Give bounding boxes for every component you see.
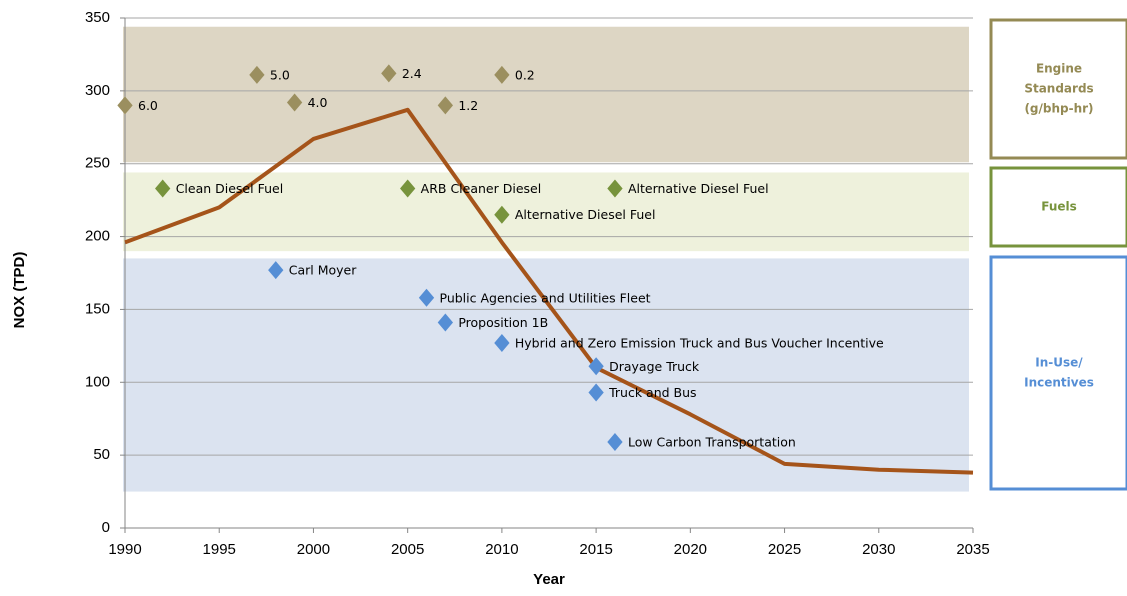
point-label: 1.2 [458, 98, 478, 113]
point-label: 2.4 [402, 66, 422, 81]
x-tick-label: 2035 [956, 541, 989, 558]
y-tick-label: 50 [93, 446, 110, 463]
diamond-marker [249, 65, 265, 84]
grid: 0 50 100 150 200 250 300 350 1990 1995 2000 2005 201… [85, 9, 990, 558]
diamond-marker [381, 64, 397, 83]
legend-label: Incentives [1024, 376, 1094, 390]
diamond-marker [400, 179, 416, 198]
line-series [124, 107, 974, 475]
x-axis-title: Year [533, 571, 565, 588]
point-label: 6.0 [138, 98, 158, 113]
point-label: 5.0 [270, 67, 290, 82]
y-tick-label: 300 [85, 82, 110, 99]
point-label: Truck and Bus [608, 385, 696, 400]
diamond-marker [155, 179, 171, 198]
point-label: Clean Diesel Fuel [176, 181, 283, 196]
legend-label: Fuels [1041, 200, 1077, 214]
point-label: 0.2 [515, 67, 535, 82]
legend-box [989, 166, 1127, 248]
bands [123, 26, 969, 492]
legend-label: Standards [1024, 82, 1093, 96]
point-label: Low Carbon Transportation [628, 435, 796, 450]
y-axis-title: NOX (TPD) [11, 252, 28, 329]
y-tick-label: 100 [85, 373, 110, 390]
x-tick-label: 2005 [391, 541, 424, 558]
x-tick-label: 2020 [674, 541, 707, 558]
diamond-marker [268, 261, 284, 280]
diamond-marker [607, 179, 623, 198]
diamond-marker [418, 288, 435, 307]
marks: 6.0 5.0 4.0 2.4 1.2 0.2 Clean Diesel Fuel ARB C… [117, 64, 884, 452]
diamond-marker [494, 205, 510, 224]
x-tick-label: 1995 [203, 541, 236, 558]
band [123, 258, 969, 492]
y-tick-label: 200 [85, 228, 110, 245]
point-label: Carl Moyer [289, 263, 357, 278]
y-tick-label: 250 [85, 155, 110, 172]
point-label: ARB Cleaner Diesel [421, 181, 542, 196]
legend-box [989, 18, 1127, 160]
diamond-marker [494, 333, 510, 352]
point-label: Alternative Diesel Fuel [515, 207, 656, 222]
legend-label: Engine [1036, 62, 1082, 76]
band [123, 172, 969, 252]
x-tick-label: 2010 [485, 541, 518, 558]
plot [124, 107, 974, 475]
x-tick-label: 2025 [768, 541, 801, 558]
point-label: Proposition 1B [458, 315, 548, 330]
legend-boxes: Engine Standards (g/bhp-hr) Fuels In-Use/Inc… [989, 18, 1127, 491]
x-tick-label: 2030 [862, 541, 895, 558]
y-tick-label: 150 [85, 300, 110, 317]
point-label: Drayage Truck [609, 359, 700, 374]
legend-label: In-Use/ [1035, 356, 1083, 370]
point-label: Alternative Diesel Fuel [628, 181, 769, 196]
legend-label: (g/bhp-hr) [1024, 102, 1093, 116]
x-tick-label: 2015 [579, 541, 612, 558]
y-tick-label: 350 [85, 9, 110, 26]
diamond-marker [607, 433, 623, 452]
x-tick-label: 1990 [108, 541, 141, 558]
diamond-marker [286, 93, 303, 112]
diamond-marker [588, 357, 604, 376]
diamond-marker [437, 96, 454, 115]
diamond-marker [117, 96, 133, 115]
legend-box [989, 255, 1127, 491]
point-label: Public Agencies and Utilities Fleet [440, 290, 651, 305]
diamond-marker [437, 313, 454, 332]
x-tick-label: 2000 [297, 541, 330, 558]
band [123, 26, 969, 163]
point-label: 4.0 [308, 95, 328, 110]
y-tick-label: 0 [102, 519, 110, 536]
diamond-marker [588, 383, 604, 402]
diamond-marker [494, 65, 510, 84]
point-label: Hybrid and Zero Emission Truck and Bus V… [515, 335, 884, 350]
